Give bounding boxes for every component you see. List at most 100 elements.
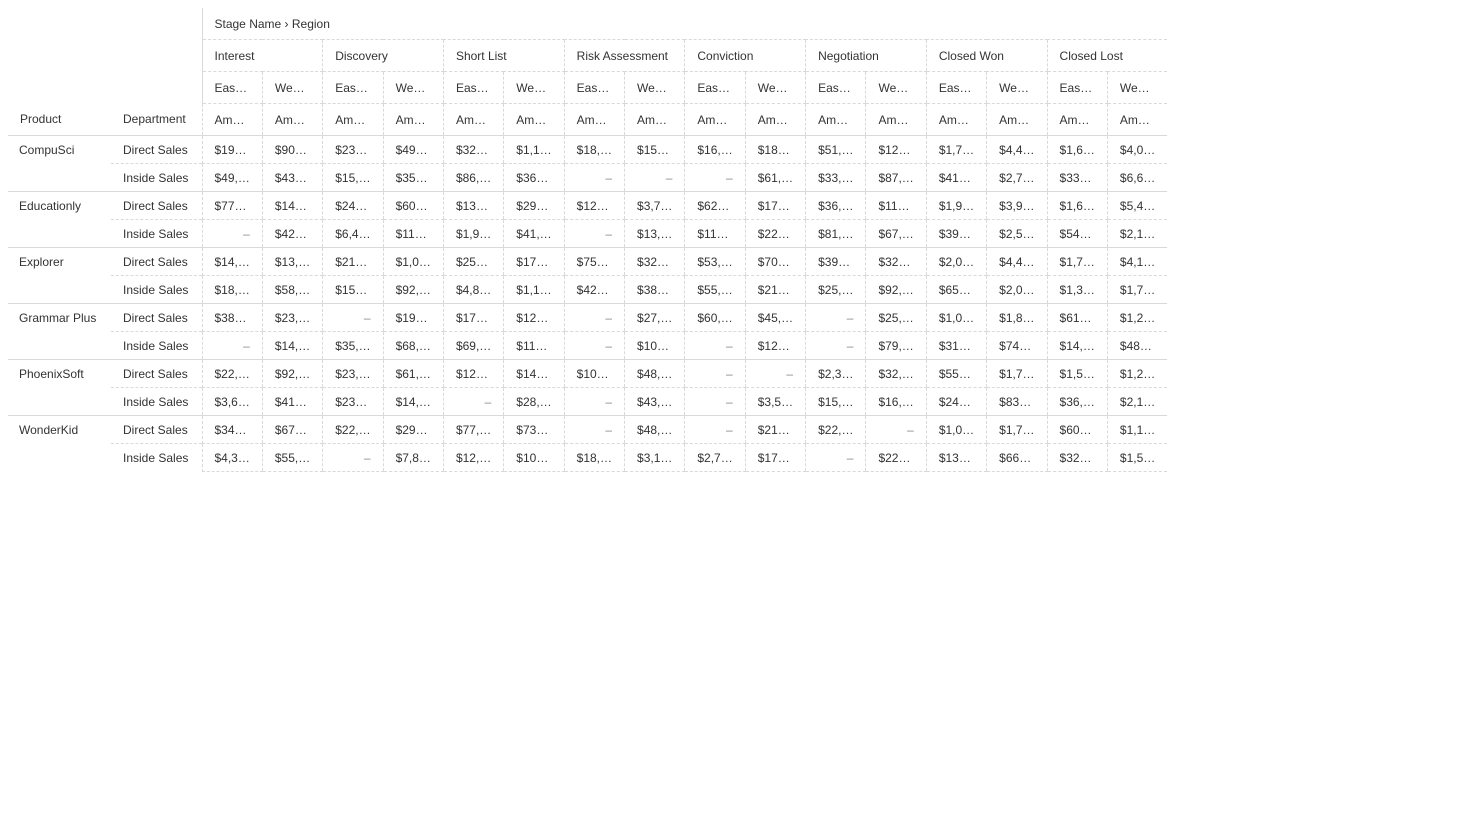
region-header[interactable]: We… [865, 71, 927, 104]
department-label[interactable]: Direct Sales [111, 303, 202, 332]
value-cell[interactable]: $54… [1046, 219, 1108, 248]
value-cell[interactable]: $33… [1046, 163, 1108, 192]
value-cell[interactable]: $55,… [261, 443, 323, 472]
value-cell[interactable]: $2,0… [925, 247, 987, 276]
value-cell[interactable]: $12… [563, 191, 625, 220]
value-cell[interactable]: $86,… [442, 163, 504, 192]
value-cell[interactable]: $17… [744, 191, 806, 220]
value-cell[interactable]: $92,… [865, 275, 927, 304]
value-cell[interactable]: – [684, 415, 746, 444]
value-cell[interactable]: $34… [201, 415, 263, 444]
value-cell[interactable]: – [805, 443, 866, 472]
value-cell[interactable]: $14,… [1046, 331, 1108, 360]
value-cell[interactable]: $25… [442, 247, 504, 276]
department-label[interactable]: Inside Sales [111, 219, 202, 248]
value-cell[interactable]: $75… [563, 247, 625, 276]
value-cell[interactable]: $22,… [805, 415, 866, 444]
value-cell[interactable]: $13… [442, 191, 504, 220]
value-cell[interactable]: $10… [503, 443, 565, 472]
value-cell[interactable]: $12,… [442, 443, 504, 472]
value-cell[interactable]: $69,… [442, 331, 504, 360]
stage-header[interactable]: Risk Assessment [563, 39, 685, 72]
value-cell[interactable]: $77,… [442, 415, 504, 444]
value-cell[interactable]: $1,2… [1106, 359, 1168, 388]
value-cell[interactable]: $22… [865, 443, 927, 472]
value-cell[interactable]: $4,4… [986, 135, 1048, 164]
value-cell[interactable]: $62… [684, 191, 746, 220]
value-cell[interactable]: $36,… [1046, 387, 1108, 416]
department-label[interactable]: Direct Sales [111, 135, 202, 164]
value-cell[interactable]: $3,9… [986, 191, 1048, 220]
value-cell[interactable]: – [684, 331, 746, 360]
value-cell[interactable]: $23… [322, 387, 384, 416]
value-cell[interactable]: $11… [865, 191, 927, 220]
value-cell[interactable]: $79,… [865, 331, 927, 360]
department-label[interactable]: Direct Sales [111, 191, 202, 220]
value-cell[interactable]: $36,… [805, 191, 866, 220]
value-cell[interactable]: $48,… [624, 359, 685, 388]
value-cell[interactable]: – [563, 331, 625, 360]
value-cell[interactable]: $14,… [201, 247, 263, 276]
value-cell[interactable]: $38… [624, 275, 685, 304]
value-cell[interactable]: $43… [261, 163, 323, 192]
value-cell[interactable]: $4,8… [442, 275, 504, 304]
department-label[interactable]: Direct Sales [111, 415, 202, 444]
metric-header[interactable]: Am… [805, 103, 866, 136]
value-cell[interactable]: $2,7… [986, 163, 1048, 192]
value-cell[interactable]: $42… [563, 275, 625, 304]
value-cell[interactable]: $18,… [563, 135, 625, 164]
value-cell[interactable]: $65… [925, 275, 987, 304]
value-cell[interactable]: $1,9… [925, 191, 987, 220]
value-cell[interactable]: – [865, 415, 927, 444]
value-cell[interactable]: $6,4… [322, 219, 384, 248]
department-label[interactable]: Inside Sales [111, 331, 202, 360]
value-cell[interactable]: $41… [261, 387, 323, 416]
value-cell[interactable]: $31… [925, 331, 987, 360]
value-cell[interactable]: $35,… [322, 331, 384, 360]
value-cell[interactable]: $68,… [382, 331, 444, 360]
value-cell[interactable]: $53,… [684, 247, 746, 276]
value-cell[interactable]: $61,… [382, 359, 444, 388]
value-cell[interactable]: $17… [442, 303, 504, 332]
value-cell[interactable]: $41… [925, 163, 987, 192]
region-header[interactable]: We… [261, 71, 323, 104]
value-cell[interactable]: $45,… [744, 303, 806, 332]
value-cell[interactable]: – [442, 387, 504, 416]
stage-header[interactable]: Interest [201, 39, 323, 72]
region-header[interactable]: Eas… [201, 71, 263, 104]
value-cell[interactable]: $55,… [684, 275, 746, 304]
value-cell[interactable]: $61… [1046, 303, 1108, 332]
region-header[interactable]: We… [986, 71, 1048, 104]
value-cell[interactable]: $21… [744, 275, 806, 304]
value-cell[interactable]: $22,… [201, 359, 263, 388]
value-cell[interactable]: $23,… [261, 303, 323, 332]
value-cell[interactable]: $38… [201, 303, 263, 332]
region-header[interactable]: Eas… [1046, 71, 1108, 104]
value-cell[interactable]: – [201, 331, 263, 360]
value-cell[interactable]: $19… [201, 135, 263, 164]
value-cell[interactable]: $18,… [201, 275, 263, 304]
department-label[interactable]: Inside Sales [111, 163, 202, 192]
value-cell[interactable]: – [805, 331, 866, 360]
value-cell[interactable]: – [563, 387, 625, 416]
value-cell[interactable]: $28,… [503, 387, 565, 416]
department-label[interactable]: Inside Sales [111, 387, 202, 416]
value-cell[interactable]: $1,2… [1106, 303, 1168, 332]
value-cell[interactable]: $22… [744, 219, 806, 248]
metric-header[interactable]: Am… [503, 103, 565, 136]
metric-header[interactable]: Am… [986, 103, 1048, 136]
value-cell[interactable]: $35… [382, 163, 444, 192]
value-cell[interactable]: $32,… [865, 359, 927, 388]
metric-header[interactable]: Am… [1046, 103, 1108, 136]
metric-header[interactable]: Am… [865, 103, 927, 136]
row-header-department[interactable]: Department [111, 103, 202, 136]
product-label[interactable]: Explorer [8, 247, 111, 304]
value-cell[interactable]: $32… [624, 247, 685, 276]
value-cell[interactable]: $41,… [503, 219, 565, 248]
value-cell[interactable]: – [563, 163, 625, 192]
region-header[interactable]: Eas… [442, 71, 504, 104]
value-cell[interactable]: – [684, 387, 746, 416]
value-cell[interactable]: $19… [382, 303, 444, 332]
metric-header[interactable]: Am… [322, 103, 384, 136]
value-cell[interactable]: $1,6… [1046, 135, 1108, 164]
